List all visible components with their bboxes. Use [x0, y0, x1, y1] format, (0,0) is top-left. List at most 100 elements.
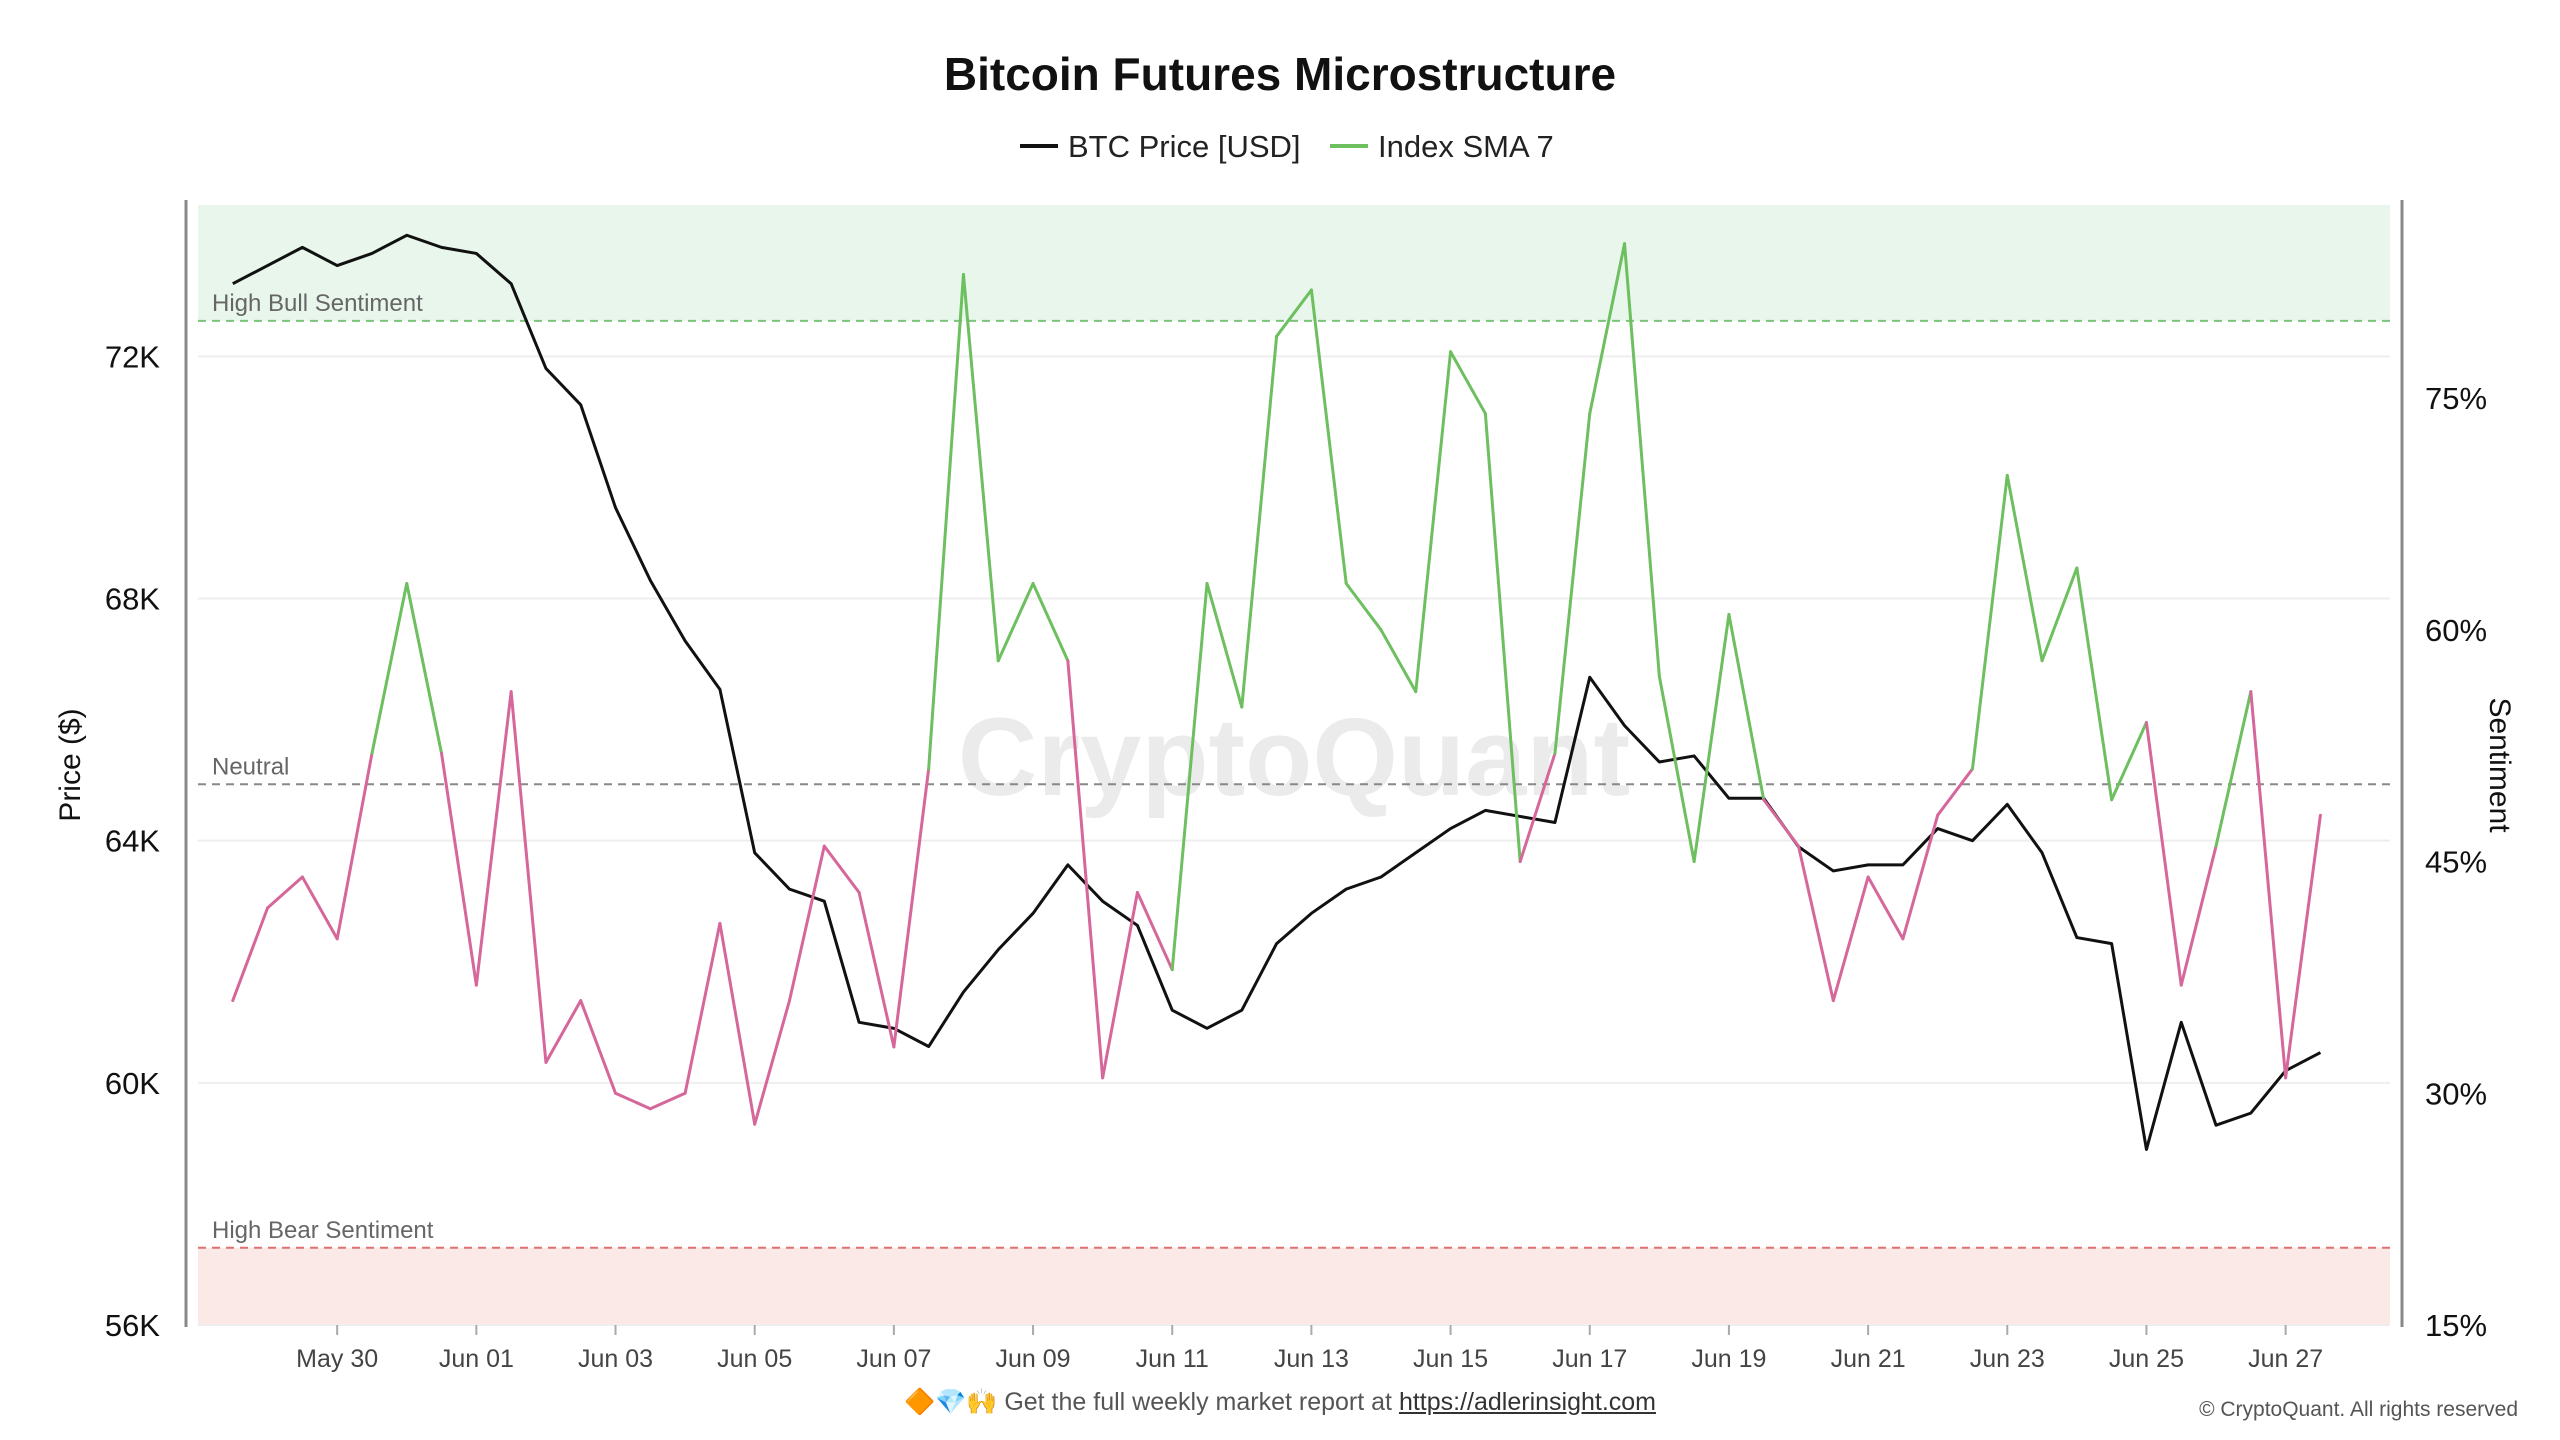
sentiment-segment [1692, 612, 1731, 864]
sentiment-segment [440, 751, 478, 987]
right-tick-label: 75% [2425, 381, 2487, 416]
sentiment-segment [266, 875, 304, 910]
sentiment-segment [2144, 721, 2183, 987]
legend-label-sentiment: Index SMA 7 [1378, 129, 1554, 164]
sentiment-segment [996, 581, 1035, 663]
x-tick-label: Jun 03 [578, 1345, 653, 1373]
sentiment-segment [1240, 334, 1279, 709]
left-axis-title: Price ($) [54, 708, 87, 821]
x-tick-label: Jun 11 [1136, 1345, 1209, 1373]
sentiment-segment [1588, 242, 1627, 416]
left-tick-label: 56K [105, 1308, 160, 1343]
footer-emoji: 🔶💎🙌 [903, 1388, 998, 1416]
sentiment-segment [927, 273, 965, 771]
sentiment-segment [1414, 350, 1453, 694]
sentiment-segment [335, 751, 374, 941]
left-tick-label: 72K [105, 339, 160, 374]
x-tick-label: Jun 09 [996, 1345, 1071, 1373]
x-tick-label: Jun 27 [2248, 1345, 2323, 1373]
x-tick-label: Jun 19 [1691, 1345, 1766, 1373]
x-tick-label: Jun 15 [1413, 1345, 1488, 1373]
sentiment-segment [787, 844, 826, 1003]
sentiment-segment [1623, 242, 1661, 678]
right-tick-label: 15% [2425, 1308, 2487, 1343]
sentiment-segment [961, 273, 1000, 663]
left-tick-label: 68K [105, 582, 160, 617]
x-tick-label: Jun 17 [1552, 1345, 1627, 1373]
sentiment-segment [753, 999, 791, 1126]
grid-lines [198, 355, 2390, 1326]
sentiment-segment [1275, 288, 1313, 338]
report-link[interactable]: https://adlerinsight.com [1398, 1388, 1657, 1416]
legend: BTC Price [USD] Index SMA 7 [1020, 129, 1554, 164]
sentiment-segment [1901, 813, 1940, 941]
right-tick-label: 60% [2425, 613, 2487, 648]
reference-label-2: High Bear Sentiment [212, 1217, 434, 1244]
sentiment-segment [857, 890, 896, 1049]
x-tick-label: Jun 25 [2109, 1345, 2184, 1373]
sentiment-segment [2075, 566, 2114, 802]
sentiment-segment [2040, 566, 2079, 663]
sentiment-segment [1135, 890, 1174, 972]
sentiment-segment [1553, 412, 1592, 755]
x-tick-label: Jun 13 [1274, 1345, 1349, 1373]
footer: 🔶💎🙌 Get the full weekly market report at… [0, 1388, 2560, 1417]
sentiment-segment [1866, 875, 1905, 941]
sentiment-segment [1831, 875, 1870, 1003]
sentiment-segment [1518, 751, 1557, 864]
x-tick-label: Jun 21 [1831, 1345, 1906, 1373]
footer-text: Get the full weekly market report at [1004, 1388, 1392, 1416]
sentiment-zones [198, 205, 2390, 1325]
legend-label-price: BTC Price [USD] [1068, 129, 1301, 164]
sentiment-segment [822, 844, 861, 894]
sentiment-segment [1727, 612, 1766, 802]
sentiment-segment [614, 1091, 652, 1111]
left-tick-label: 64K [105, 824, 160, 859]
btc-price-line [232, 233, 2322, 1151]
sentiment-segment [1483, 412, 1522, 864]
sentiment-segment [1379, 628, 1418, 694]
x-tick-label: Jun 05 [717, 1345, 792, 1373]
sentiment-segment [1344, 581, 1383, 632]
sentiment-segment [1762, 798, 1801, 848]
sentiment-segment [2005, 473, 2044, 663]
right-axis-title: Sentiment [2483, 697, 2516, 833]
sentiment-segment [1657, 674, 1696, 864]
sentiment-segment [683, 921, 722, 1095]
sentiment-segment [1797, 844, 1835, 1003]
sentiment-segment [1309, 288, 1348, 585]
sentiment-segment [2110, 721, 2148, 802]
sentiment-segment [648, 1091, 687, 1111]
sentiment-segment [2214, 690, 2253, 848]
x-tick-label: Jun 01 [439, 1345, 514, 1373]
sentiment-segment [1970, 473, 2009, 771]
sentiment-segment [579, 999, 618, 1095]
sentiment-segment [474, 690, 513, 987]
sentiment-segment [1170, 581, 1209, 972]
sentiment-segment [1205, 581, 1244, 709]
sentiment-segment [231, 906, 270, 1003]
axes [184, 200, 2404, 1327]
sentiment-segment [509, 690, 548, 1064]
sentiment-segment [1936, 767, 1974, 817]
series-layer [231, 233, 2322, 1151]
sentiment-segment [2249, 690, 2288, 1080]
left-tick-label: 60K [105, 1066, 160, 1101]
sentiment-segment [1066, 659, 1105, 1080]
sentiment-segment [2284, 813, 2322, 1080]
chart-title: Bitcoin Futures Microstructure [944, 48, 1616, 100]
tick-labels: 56K 60K 64K 68K 72K 15% 30% 45% 60% 75% May 30 Jun … [105, 339, 2487, 1373]
reference-lines: High Bull Sentiment Neutral High Bear Sent… [198, 290, 2390, 1249]
x-tick-label: Jun 23 [1970, 1345, 2045, 1373]
sentiment-segment [718, 921, 757, 1126]
sentiment-zone-1 [198, 1247, 2390, 1325]
watermark: CryptoQuant [958, 696, 1630, 819]
sentiment-segment [300, 875, 339, 941]
sentiment-segment [405, 581, 444, 755]
sentiment-segment [1031, 581, 1070, 663]
x-tick-label: Jun 07 [856, 1345, 931, 1373]
sentiment-segment [370, 581, 409, 755]
copyright: © CryptoQuant. All rights reserved [2199, 1398, 2518, 1421]
sentiment-segment [544, 999, 583, 1064]
